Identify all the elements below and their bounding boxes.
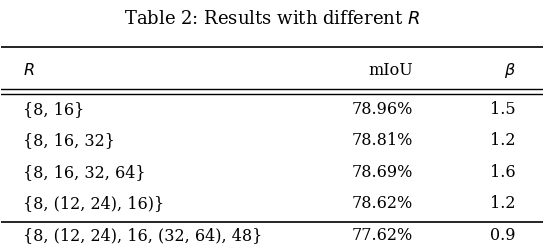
Text: 1.5: 1.5 xyxy=(490,101,516,118)
Text: {8, 16}: {8, 16} xyxy=(23,101,84,118)
Text: 1.2: 1.2 xyxy=(490,132,516,149)
Text: 78.69%: 78.69% xyxy=(351,164,413,181)
Text: 1.2: 1.2 xyxy=(490,195,516,212)
Text: {8, 16, 32, 64}: {8, 16, 32, 64} xyxy=(23,164,146,181)
Text: {8, (12, 24), 16, (32, 64), 48}: {8, (12, 24), 16, (32, 64), 48} xyxy=(23,227,262,244)
Text: {8, (12, 24), 16)}: {8, (12, 24), 16)} xyxy=(23,195,164,212)
Text: 77.62%: 77.62% xyxy=(351,227,413,244)
Text: 78.81%: 78.81% xyxy=(351,132,413,149)
Text: $\beta$: $\beta$ xyxy=(504,61,516,80)
Text: 78.62%: 78.62% xyxy=(351,195,413,212)
Text: {8, 16, 32}: {8, 16, 32} xyxy=(23,132,115,149)
Text: $R$: $R$ xyxy=(23,62,35,79)
Text: 0.9: 0.9 xyxy=(490,227,516,244)
Text: mIoU: mIoU xyxy=(368,62,413,79)
Text: 78.96%: 78.96% xyxy=(351,101,413,118)
Text: 1.6: 1.6 xyxy=(490,164,516,181)
Text: Table 2: Results with different $R$: Table 2: Results with different $R$ xyxy=(124,10,420,29)
